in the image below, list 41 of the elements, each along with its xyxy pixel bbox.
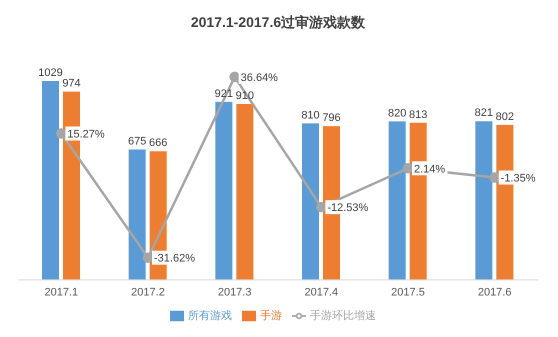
bar <box>128 149 146 280</box>
data-label: 921 <box>214 88 234 100</box>
bar <box>475 121 492 280</box>
point <box>489 172 500 183</box>
point <box>316 202 327 212</box>
data-label: 796 <box>322 112 341 124</box>
chart-title: 2017.1-2017.6过审游戏款数 <box>190 13 366 32</box>
data-label: 974 <box>62 78 81 90</box>
bar <box>236 104 254 280</box>
data-label: 2.14% <box>414 163 446 176</box>
data-label: 36.64% <box>240 72 278 84</box>
x-tick-label: 2017.5 <box>391 286 425 299</box>
point <box>402 163 414 174</box>
data-label: -12.53% <box>327 202 369 214</box>
point <box>142 252 154 263</box>
data-label: -1.35% <box>500 172 536 185</box>
data-label: 1029 <box>38 67 63 80</box>
data-label: 910 <box>236 90 254 102</box>
data-label: 666 <box>148 137 168 150</box>
bar <box>215 102 232 280</box>
bar <box>42 81 59 280</box>
data-label: 802 <box>496 110 514 123</box>
data-label: 15.27% <box>67 128 105 141</box>
data-label: 821 <box>474 107 494 120</box>
data-label: 820 <box>388 107 406 120</box>
x-tick-label: 2017.4 <box>304 286 338 299</box>
point <box>229 72 240 82</box>
bar <box>388 121 406 280</box>
legend-label: 手游环比增速 <box>310 310 376 322</box>
data-label: 810 <box>301 109 320 122</box>
data-label: 813 <box>408 108 428 121</box>
legend-label: 所有游戏 <box>188 310 232 322</box>
x-tick-label: 2017.6 <box>478 286 512 299</box>
bar <box>302 123 319 280</box>
data-label: -31.62% <box>154 252 196 265</box>
x-tick-label: 2017.3 <box>218 286 252 299</box>
data-label: 675 <box>128 135 146 148</box>
x-tick-label: 2017.1 <box>44 286 78 299</box>
legend-label: 手游 <box>260 310 282 322</box>
point <box>56 128 67 139</box>
x-tick-label: 2017.2 <box>131 286 165 299</box>
